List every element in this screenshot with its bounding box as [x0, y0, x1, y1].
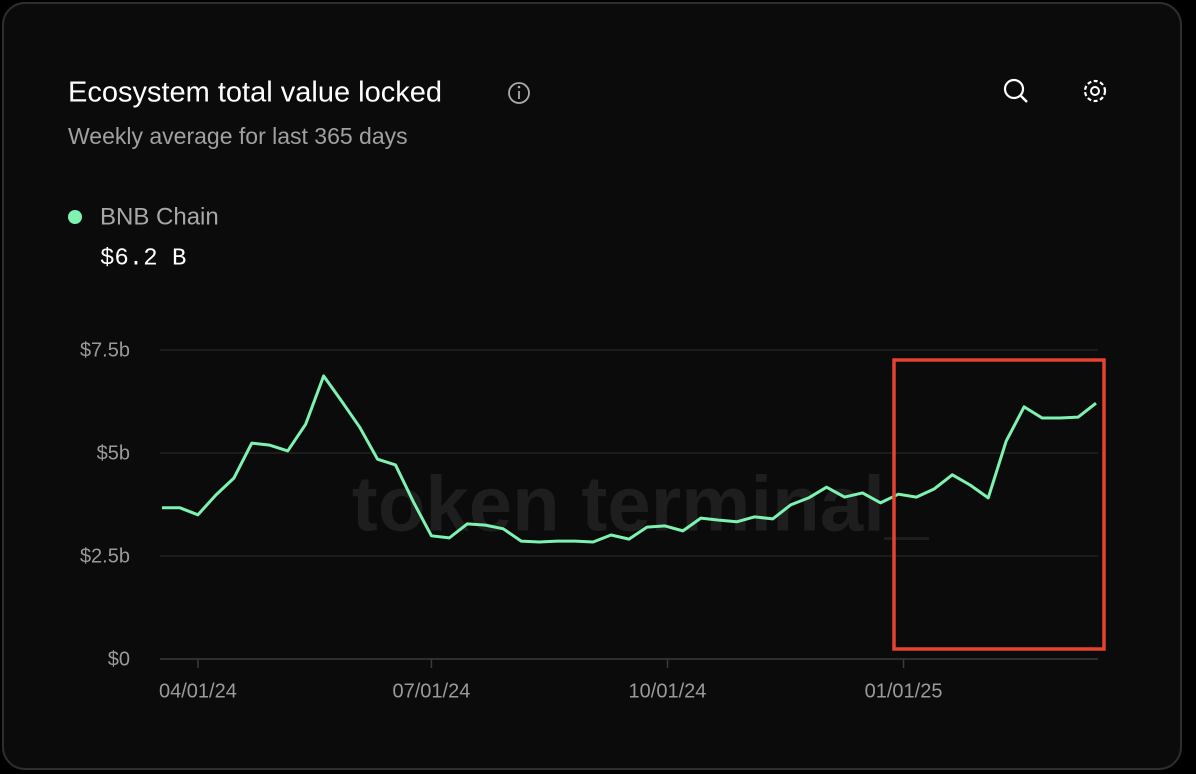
legend-value: $6.2 B [100, 245, 186, 272]
info-icon[interactable] [508, 82, 530, 104]
x-tick-label: 01/01/25 [865, 680, 943, 702]
y-tick-label: $5b [97, 442, 130, 464]
x-tick-label: 07/01/24 [392, 680, 470, 702]
chart-title: Ecosystem total value locked [68, 77, 442, 109]
card [2, 2, 1182, 770]
x-tick-label: 10/01/24 [629, 680, 707, 702]
y-tick-label: $7.5b [80, 339, 130, 361]
x-tick-label: 04/01/24 [159, 680, 237, 702]
settings-icon[interactable] [1083, 79, 1107, 103]
legend-label: BNB Chain [100, 203, 219, 230]
chart-subtitle: Weekly average for last 365 days [68, 123, 408, 149]
line-series [162, 374, 1097, 544]
search-icon[interactable] [1003, 78, 1028, 103]
y-tick-label: $2.5b [80, 545, 130, 567]
y-tick-label: $0 [108, 648, 130, 670]
highlight-box [892, 358, 1106, 651]
watermark: token terminal_ [352, 460, 930, 548]
legend-swatch [68, 210, 82, 224]
